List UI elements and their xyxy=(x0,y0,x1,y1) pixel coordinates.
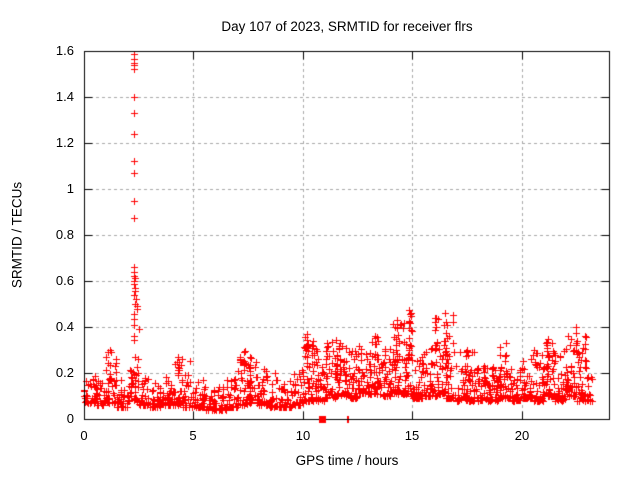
y-tick-label: 0 xyxy=(66,411,74,426)
chart-title: Day 107 of 2023, SRMTID for receiver flr… xyxy=(221,19,473,34)
y-tick-label: 0.4 xyxy=(55,319,74,334)
y-tick-label: 0.8 xyxy=(55,227,74,242)
x-tick-label: 10 xyxy=(295,428,311,443)
y-tick-label: 1.2 xyxy=(55,135,74,150)
y-tick-label: 1 xyxy=(66,181,74,196)
x-axis-label: GPS time / hours xyxy=(295,453,399,468)
x-tick-label: 15 xyxy=(404,428,420,443)
x-tick-label: 5 xyxy=(189,428,197,443)
y-tick-label: 0.6 xyxy=(55,273,74,288)
y-axis-label-text: SRMTID / TECUs xyxy=(9,181,25,289)
y-tick-label: 1.4 xyxy=(55,89,74,104)
y-tick-label: 1.6 xyxy=(55,43,74,58)
y-tick-label: 0.2 xyxy=(55,365,74,380)
x-tick-label: 0 xyxy=(80,428,88,443)
x-tick-label: 20 xyxy=(514,428,530,443)
